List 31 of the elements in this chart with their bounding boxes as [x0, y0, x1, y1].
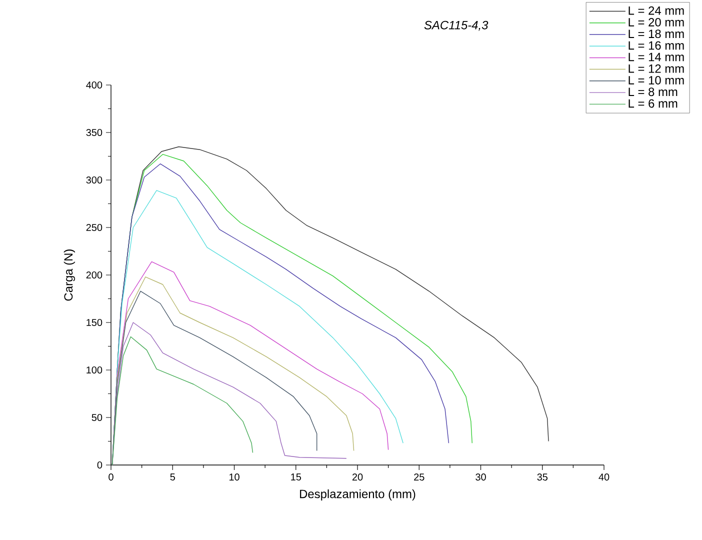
y-tick-label: 200 [86, 271, 102, 279]
x-tick-label: 20 [352, 474, 363, 481]
legend-label: L = 10 mm [628, 76, 684, 84]
y-axis-title: Carga (N) [64, 250, 76, 301]
legend-label: L = 8 mm [628, 88, 678, 96]
y-tick-label: 100 [86, 366, 102, 374]
x-tick-label: 30 [476, 474, 486, 481]
legend-label: L = 6 mm [628, 99, 678, 108]
y-tick-label: 250 [86, 224, 102, 232]
x-tick-label: 25 [414, 474, 424, 481]
x-axis-title: Desplazamiento (mm) [300, 489, 416, 501]
y-tick-label: 350 [86, 128, 102, 136]
y-tick-label: 400 [86, 81, 102, 89]
x-tick-label: 10 [229, 474, 240, 481]
x-tick-label: 40 [598, 474, 610, 481]
legend-label: L = 16 mm [628, 41, 684, 50]
y-tick-label: 50 [92, 414, 102, 422]
x-tick-label: 35 [537, 474, 548, 481]
legend-label: L = 12 mm [628, 64, 684, 73]
legend-label: L = 24 mm [628, 6, 684, 15]
legend-label: L = 20 mm [628, 18, 684, 26]
y-tick-label: 0 [97, 461, 102, 469]
line-series [112, 336, 254, 465]
x-tick-label: 15 [291, 474, 301, 480]
x-tick-label: 0 [108, 474, 114, 481]
legend-label: L = 14 mm [628, 52, 684, 62]
chart-title: SAC115-4,3 [424, 20, 488, 31]
legend-label: L = 18 mm [628, 30, 684, 38]
y-tick-label: 300 [86, 176, 102, 184]
y-tick-label: 150 [86, 318, 102, 326]
x-tick-label: 5 [170, 474, 175, 480]
